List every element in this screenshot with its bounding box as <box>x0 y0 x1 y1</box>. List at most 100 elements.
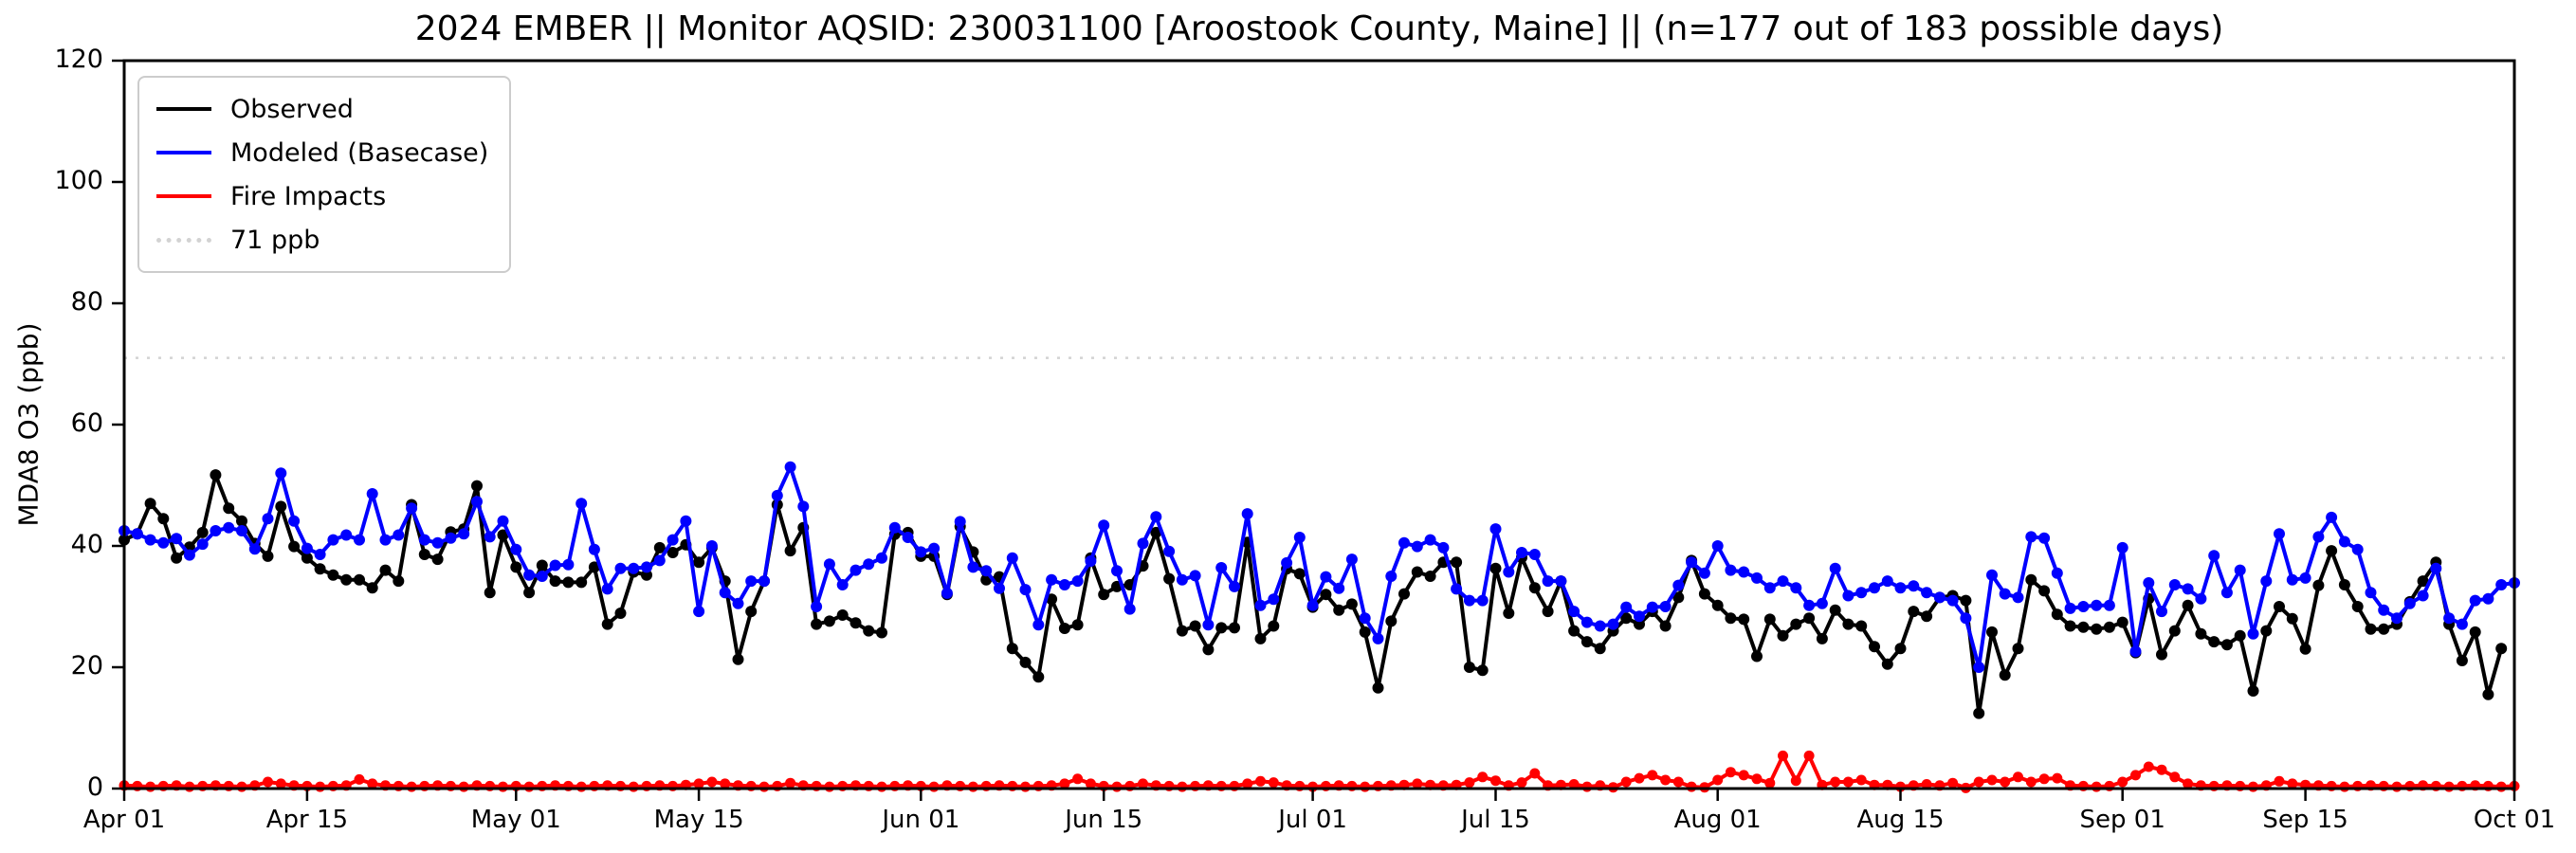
data-point-observed <box>327 569 339 581</box>
data-point-fire-impacts <box>1803 750 1815 761</box>
data-point-modeled <box>784 461 796 473</box>
data-point-modeled <box>288 515 301 527</box>
x-tick-label: Sep 01 <box>2079 806 2165 834</box>
data-point-modeled <box>379 534 392 546</box>
data-point-modeled <box>2195 592 2207 605</box>
legend-line-modeled <box>156 151 211 154</box>
data-point-observed <box>588 561 600 573</box>
data-point-observed <box>784 545 796 557</box>
data-point-fire-impacts <box>824 781 835 792</box>
x-tick-label: Jul 15 <box>1461 806 1530 834</box>
data-point-observed <box>1006 643 1018 655</box>
legend-item-modeled: Modeled (Basecase) <box>156 131 488 174</box>
data-point-fire-impacts <box>1529 768 1541 779</box>
data-point-fire-impacts <box>1360 781 1371 792</box>
data-point-modeled <box>536 571 548 582</box>
legend-item-observed: Observed <box>156 87 488 131</box>
data-point-modeled <box>1202 619 1215 631</box>
data-point-modeled <box>1372 632 1384 644</box>
data-point-observed <box>1986 626 1998 638</box>
data-point-observed <box>223 502 235 515</box>
data-point-fire-impacts <box>1712 774 1724 786</box>
data-point-modeled <box>1281 556 1293 569</box>
data-point-observed <box>366 582 378 594</box>
x-tick-label: May 15 <box>653 806 744 834</box>
x-tick-label: Aug 01 <box>1673 806 1762 834</box>
data-point-modeled <box>171 533 183 545</box>
data-point-modeled <box>1229 580 1240 592</box>
data-point-modeled <box>510 543 522 555</box>
data-point-observed <box>1293 568 1306 580</box>
data-point-observed <box>549 575 561 588</box>
data-point-modeled <box>2091 599 2103 611</box>
data-point-modeled <box>562 558 575 571</box>
y-tick-label: 40 <box>70 530 103 559</box>
data-point-modeled <box>1594 620 1606 632</box>
data-point-modeled <box>1150 511 1162 523</box>
data-point-observed <box>850 617 862 629</box>
data-point-modeled <box>196 538 209 551</box>
data-point-observed <box>2168 625 2181 637</box>
data-point-fire-impacts <box>1059 778 1070 789</box>
data-point-observed <box>393 575 405 588</box>
data-point-modeled <box>1542 575 1554 588</box>
data-point-modeled <box>1385 571 1398 582</box>
data-point-modeled <box>2103 599 2115 611</box>
data-point-fire-impacts <box>2013 771 2023 783</box>
data-point-observed <box>1202 644 1215 656</box>
data-point-observed <box>1829 604 1841 616</box>
legend-line-71ppb-threshold <box>156 237 211 243</box>
data-point-fire-impacts <box>1672 776 1684 788</box>
data-point-observed <box>2247 685 2259 697</box>
data-point-modeled <box>811 601 823 612</box>
data-point-modeled <box>758 575 770 588</box>
data-point-observed <box>314 563 326 575</box>
data-point-fire-impacts <box>315 781 326 792</box>
data-point-fire-impacts <box>1725 767 1736 778</box>
data-point-fire-impacts <box>1477 771 1489 783</box>
data-point-modeled <box>1751 572 1763 584</box>
data-point-observed <box>2482 688 2494 700</box>
data-point-observed <box>236 515 247 527</box>
data-point-modeled <box>994 582 1005 594</box>
data-point-observed <box>1268 620 1280 632</box>
x-tick-label: Jun 01 <box>882 806 960 834</box>
data-point-observed <box>1503 608 1515 619</box>
data-point-fire-impacts <box>2130 770 2141 781</box>
data-point-modeled <box>680 515 692 527</box>
data-point-modeled <box>1777 575 1789 588</box>
data-point-fire-impacts <box>785 777 796 789</box>
data-point-fire-impacts <box>1647 770 1658 781</box>
data-point-observed <box>1424 571 1436 582</box>
data-point-observed <box>1150 526 1162 538</box>
x-tick-label: Oct 01 <box>2473 806 2556 834</box>
data-point-modeled <box>1698 567 1710 579</box>
data-point-observed <box>2312 579 2325 591</box>
data-point-modeled <box>2168 579 2181 590</box>
data-point-observed <box>2077 621 2090 633</box>
data-point-modeled <box>2038 532 2051 544</box>
data-point-observed <box>1411 566 1423 578</box>
data-point-observed <box>484 587 496 599</box>
data-point-observed <box>1908 606 1920 618</box>
data-point-modeled <box>1711 540 1724 552</box>
data-point-observed <box>823 615 835 627</box>
data-point-modeled <box>2182 583 2194 595</box>
data-point-modeled <box>1763 582 1776 594</box>
data-point-observed <box>196 526 209 538</box>
data-point-modeled <box>262 513 274 525</box>
data-point-fire-impacts <box>1242 778 1253 789</box>
data-point-observed <box>1019 656 1032 668</box>
data-point-observed <box>1071 619 1084 631</box>
data-point-observed <box>1973 707 1985 719</box>
data-point-modeled <box>1999 588 2011 600</box>
data-point-modeled <box>928 542 941 554</box>
data-point-fire-impacts <box>2339 781 2350 792</box>
data-point-fire-impacts <box>1973 776 1984 788</box>
data-point-observed <box>1176 625 1188 637</box>
data-point-observed <box>2182 599 2194 611</box>
data-point-modeled <box>836 579 849 590</box>
data-point-observed <box>575 576 588 589</box>
data-point-fire-impacts <box>1634 772 1645 784</box>
